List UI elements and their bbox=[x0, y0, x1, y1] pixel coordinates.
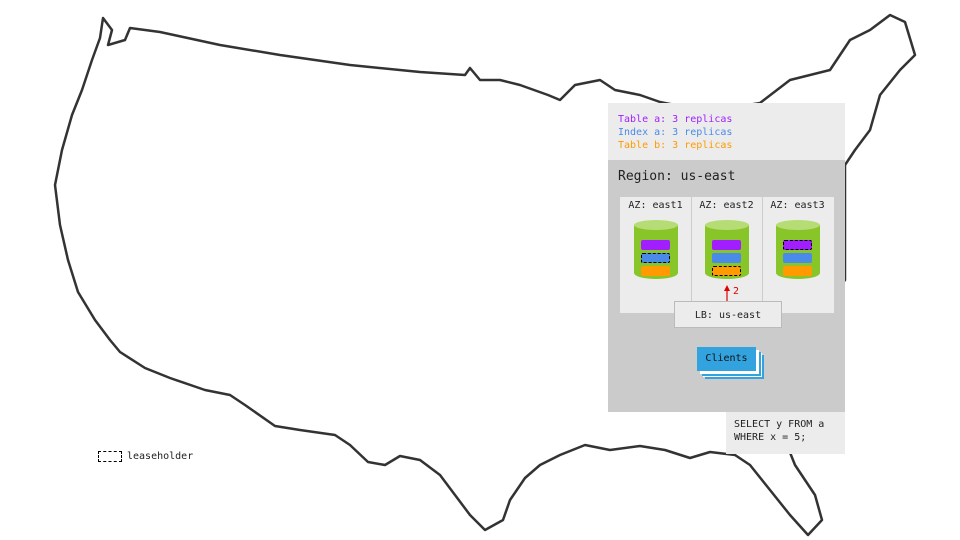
table-a-replicas: Table a: 3 replicas bbox=[618, 114, 733, 125]
replica-legend: Table a: 3 replicas Index a: 3 replicas … bbox=[608, 103, 845, 160]
index-a-leaseholder bbox=[641, 253, 670, 263]
index-a-replicas: Index a: 3 replicas bbox=[618, 127, 733, 138]
sql-query: SELECT y FROM a WHERE x = 5; bbox=[726, 412, 845, 454]
clients-stack: Clients bbox=[697, 347, 756, 371]
load-balancer: LB: us-east bbox=[674, 301, 782, 328]
leaseholder-legend: leaseholder bbox=[98, 451, 193, 462]
availability-zones: AZ: east1 AZ: east2 AZ: east3 bbox=[620, 197, 834, 313]
region-title: Region: us-east bbox=[618, 169, 736, 184]
table-a-replica bbox=[712, 240, 741, 250]
az-east1: AZ: east1 bbox=[620, 197, 692, 313]
az-east3: AZ: east3 bbox=[762, 197, 833, 313]
index-a-replica bbox=[783, 253, 812, 263]
table-a-replica bbox=[641, 240, 670, 250]
az-east2: AZ: east2 bbox=[691, 197, 763, 313]
index-a-replica bbox=[712, 253, 741, 263]
dashed-box-icon bbox=[98, 451, 122, 462]
table-b-replica bbox=[641, 266, 670, 276]
az-label: AZ: east1 bbox=[628, 200, 683, 211]
arrow-step-label: 2 bbox=[733, 286, 740, 297]
table-b-leaseholder bbox=[712, 266, 741, 276]
leaseholder-label: leaseholder bbox=[127, 451, 194, 462]
table-b-replica bbox=[783, 266, 812, 276]
az-label: AZ: east3 bbox=[770, 200, 825, 211]
table-a-leaseholder bbox=[783, 240, 812, 250]
az-label: AZ: east2 bbox=[699, 200, 754, 211]
database-node-icon bbox=[776, 220, 820, 284]
request-arrow bbox=[724, 285, 730, 302]
database-node-icon bbox=[705, 220, 749, 284]
table-b-replicas: Table b: 3 replicas bbox=[618, 140, 733, 151]
database-node-icon bbox=[634, 220, 678, 284]
